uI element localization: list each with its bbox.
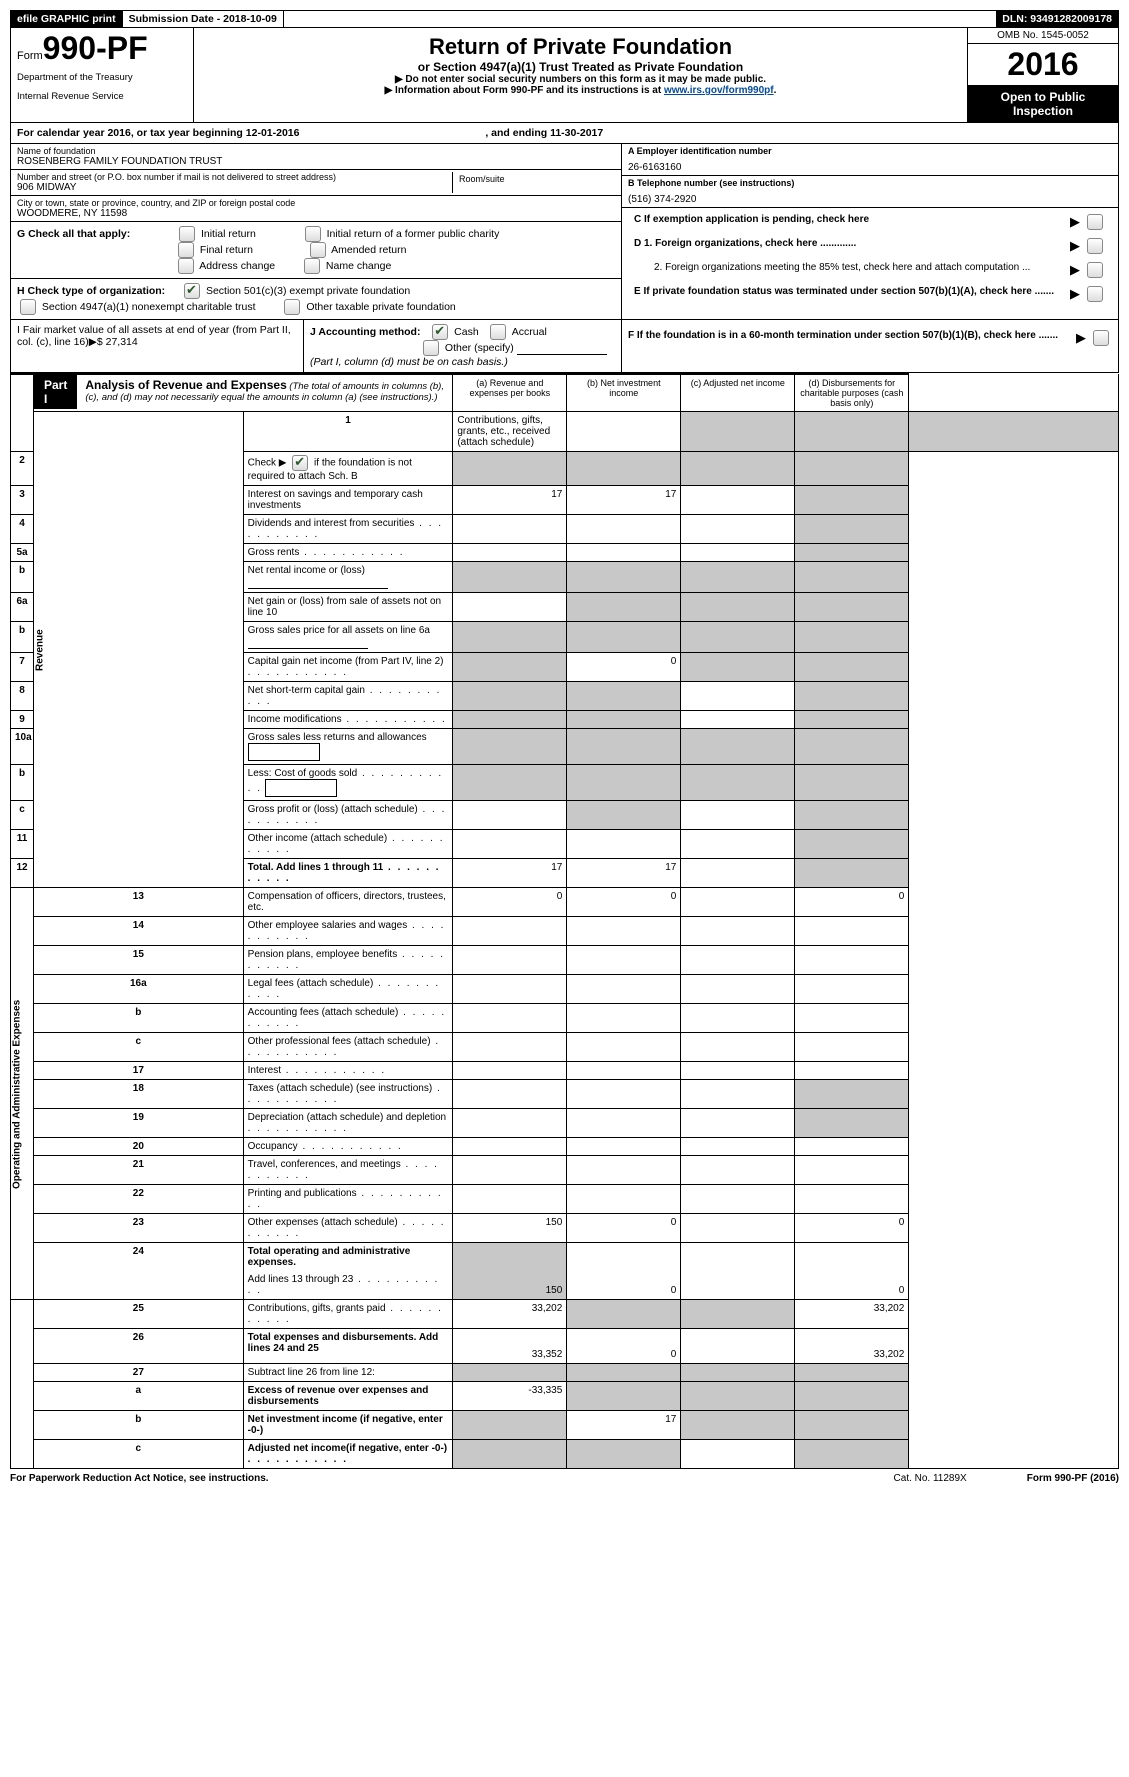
entity-info: Name of foundation ROSENBERG FAMILY FOUN…: [10, 144, 1119, 320]
arrow-icon: ▶: [1070, 214, 1080, 230]
cash-checkbox[interactable]: [432, 324, 448, 340]
address-cell: Number and street (or P.O. box number if…: [11, 170, 621, 196]
ein: 26-6163160: [628, 156, 1112, 173]
page-footer: For Paperwork Reduction Act Notice, see …: [10, 1469, 1119, 1484]
room-suite-label: Room/suite: [459, 174, 609, 184]
revenue-label: Revenue: [34, 412, 244, 888]
amended-return-checkbox[interactable]: [310, 242, 326, 258]
box-f-checkbox[interactable]: [1093, 330, 1109, 346]
col-c-header: (c) Adjusted net income: [681, 374, 795, 412]
final-return-checkbox[interactable]: [178, 242, 194, 258]
sch-b-checkbox[interactable]: [292, 455, 308, 471]
part1-title: Analysis of Revenue and Expenses: [85, 378, 286, 392]
name-change-checkbox[interactable]: [304, 258, 320, 274]
form-prefix: Form: [17, 50, 43, 62]
dln: DLN: 93491282009178: [996, 11, 1118, 27]
form-subtitle: or Section 4947(a)(1) Trust Treated as P…: [200, 60, 961, 74]
form-number: 990-PF: [43, 30, 148, 66]
calendar-year-row: For calendar year 2016, or tax year begi…: [10, 123, 1119, 144]
year-begin: 12-01-2016: [246, 127, 300, 139]
form-reference: Form 990-PF (2016): [1027, 1473, 1119, 1484]
omb-number: OMB No. 1545-0052: [968, 28, 1118, 44]
501c3-checkbox[interactable]: [184, 283, 200, 299]
foundation-name-cell: Name of foundation ROSENBERG FAMILY FOUN…: [11, 144, 621, 170]
paperwork-notice: For Paperwork Reduction Act Notice, see …: [10, 1473, 269, 1484]
street-address: 906 MIDWAY: [17, 182, 452, 193]
col-d-header: (d) Disbursements for charitable purpose…: [795, 374, 909, 412]
other-taxable-checkbox[interactable]: [284, 299, 300, 315]
box-e-checkbox[interactable]: [1087, 286, 1103, 302]
tax-year: 2016: [968, 44, 1118, 86]
part1-label: Part I: [34, 375, 77, 409]
arrow-icon: ▶: [1070, 238, 1080, 254]
box-c-checkbox[interactable]: [1087, 214, 1103, 230]
form-note1: ▶ Do not enter social security numbers o…: [200, 74, 961, 85]
box-d1: D 1. Foreign organizations, check here .…: [634, 238, 1066, 249]
top-bar: efile GRAPHIC print Submission Date - 20…: [10, 10, 1119, 28]
year-end: 11-30-2017: [550, 127, 603, 139]
initial-return-checkbox[interactable]: [179, 226, 195, 242]
fmv-value: 27,314: [103, 336, 138, 348]
efile-label: efile GRAPHIC print: [11, 11, 123, 27]
box-b: B Telephone number (see instructions) (5…: [622, 176, 1118, 208]
initial-return-former-checkbox[interactable]: [305, 226, 321, 242]
dept-line1: Department of the Treasury: [17, 72, 187, 83]
open-to-public: Open to Public Inspection: [968, 86, 1118, 122]
section-ijf: I Fair market value of all assets at end…: [10, 320, 1119, 373]
part1-table: Part I Analysis of Revenue and Expenses …: [10, 373, 1119, 1469]
col-a-header: (a) Revenue and expenses per books: [453, 374, 567, 412]
dept-line2: Internal Revenue Service: [17, 91, 187, 102]
submission-date: Submission Date - 2018-10-09: [123, 11, 284, 27]
box-e: E If private foundation status was termi…: [634, 286, 1066, 297]
other-method-checkbox[interactable]: [423, 340, 439, 356]
city-state-zip: WOODMERE, NY 11598: [17, 208, 615, 219]
arrow-icon: ▶: [1070, 262, 1080, 278]
col-b-header: (b) Net investment income: [567, 374, 681, 412]
section-g: G Check all that apply: Initial return I…: [11, 222, 621, 279]
instructions-link[interactable]: www.irs.gov/form990pf: [664, 85, 774, 96]
form-header: Form990-PF Department of the Treasury In…: [10, 28, 1119, 123]
section-h: H Check type of organization: Section 50…: [11, 279, 621, 319]
box-j: J Accounting method: Cash Accrual Other …: [304, 320, 621, 372]
box-d2-checkbox[interactable]: [1087, 262, 1103, 278]
accrual-checkbox[interactable]: [490, 324, 506, 340]
foundation-name: ROSENBERG FAMILY FOUNDATION TRUST: [17, 156, 615, 167]
header-center: Return of Private Foundation or Section …: [194, 28, 967, 122]
box-c: C If exemption application is pending, c…: [622, 208, 1118, 308]
form-note2: ▶ Information about Form 990-PF and its …: [200, 85, 961, 96]
form-title: Return of Private Foundation: [200, 34, 961, 60]
telephone: (516) 374-2920: [628, 188, 1112, 205]
arrow-icon: ▶: [1070, 286, 1080, 302]
expenses-label: Operating and Administrative Expenses: [11, 888, 34, 1300]
box-f: F If the foundation is in a 60-month ter…: [621, 320, 1118, 372]
box-a: A Employer identification number 26-6163…: [622, 144, 1118, 176]
header-right: OMB No. 1545-0052 2016 Open to Public In…: [967, 28, 1118, 122]
city-cell: City or town, state or province, country…: [11, 196, 621, 222]
address-change-checkbox[interactable]: [178, 258, 194, 274]
box-d1-checkbox[interactable]: [1087, 238, 1103, 254]
box-d2: 2. Foreign organizations meeting the 85%…: [634, 262, 1066, 273]
catalog-number: Cat. No. 11289X: [894, 1473, 967, 1484]
header-left: Form990-PF Department of the Treasury In…: [11, 28, 194, 122]
box-i: I Fair market value of all assets at end…: [11, 320, 304, 372]
4947a1-checkbox[interactable]: [20, 299, 36, 315]
arrow-icon: ▶: [1076, 330, 1086, 346]
